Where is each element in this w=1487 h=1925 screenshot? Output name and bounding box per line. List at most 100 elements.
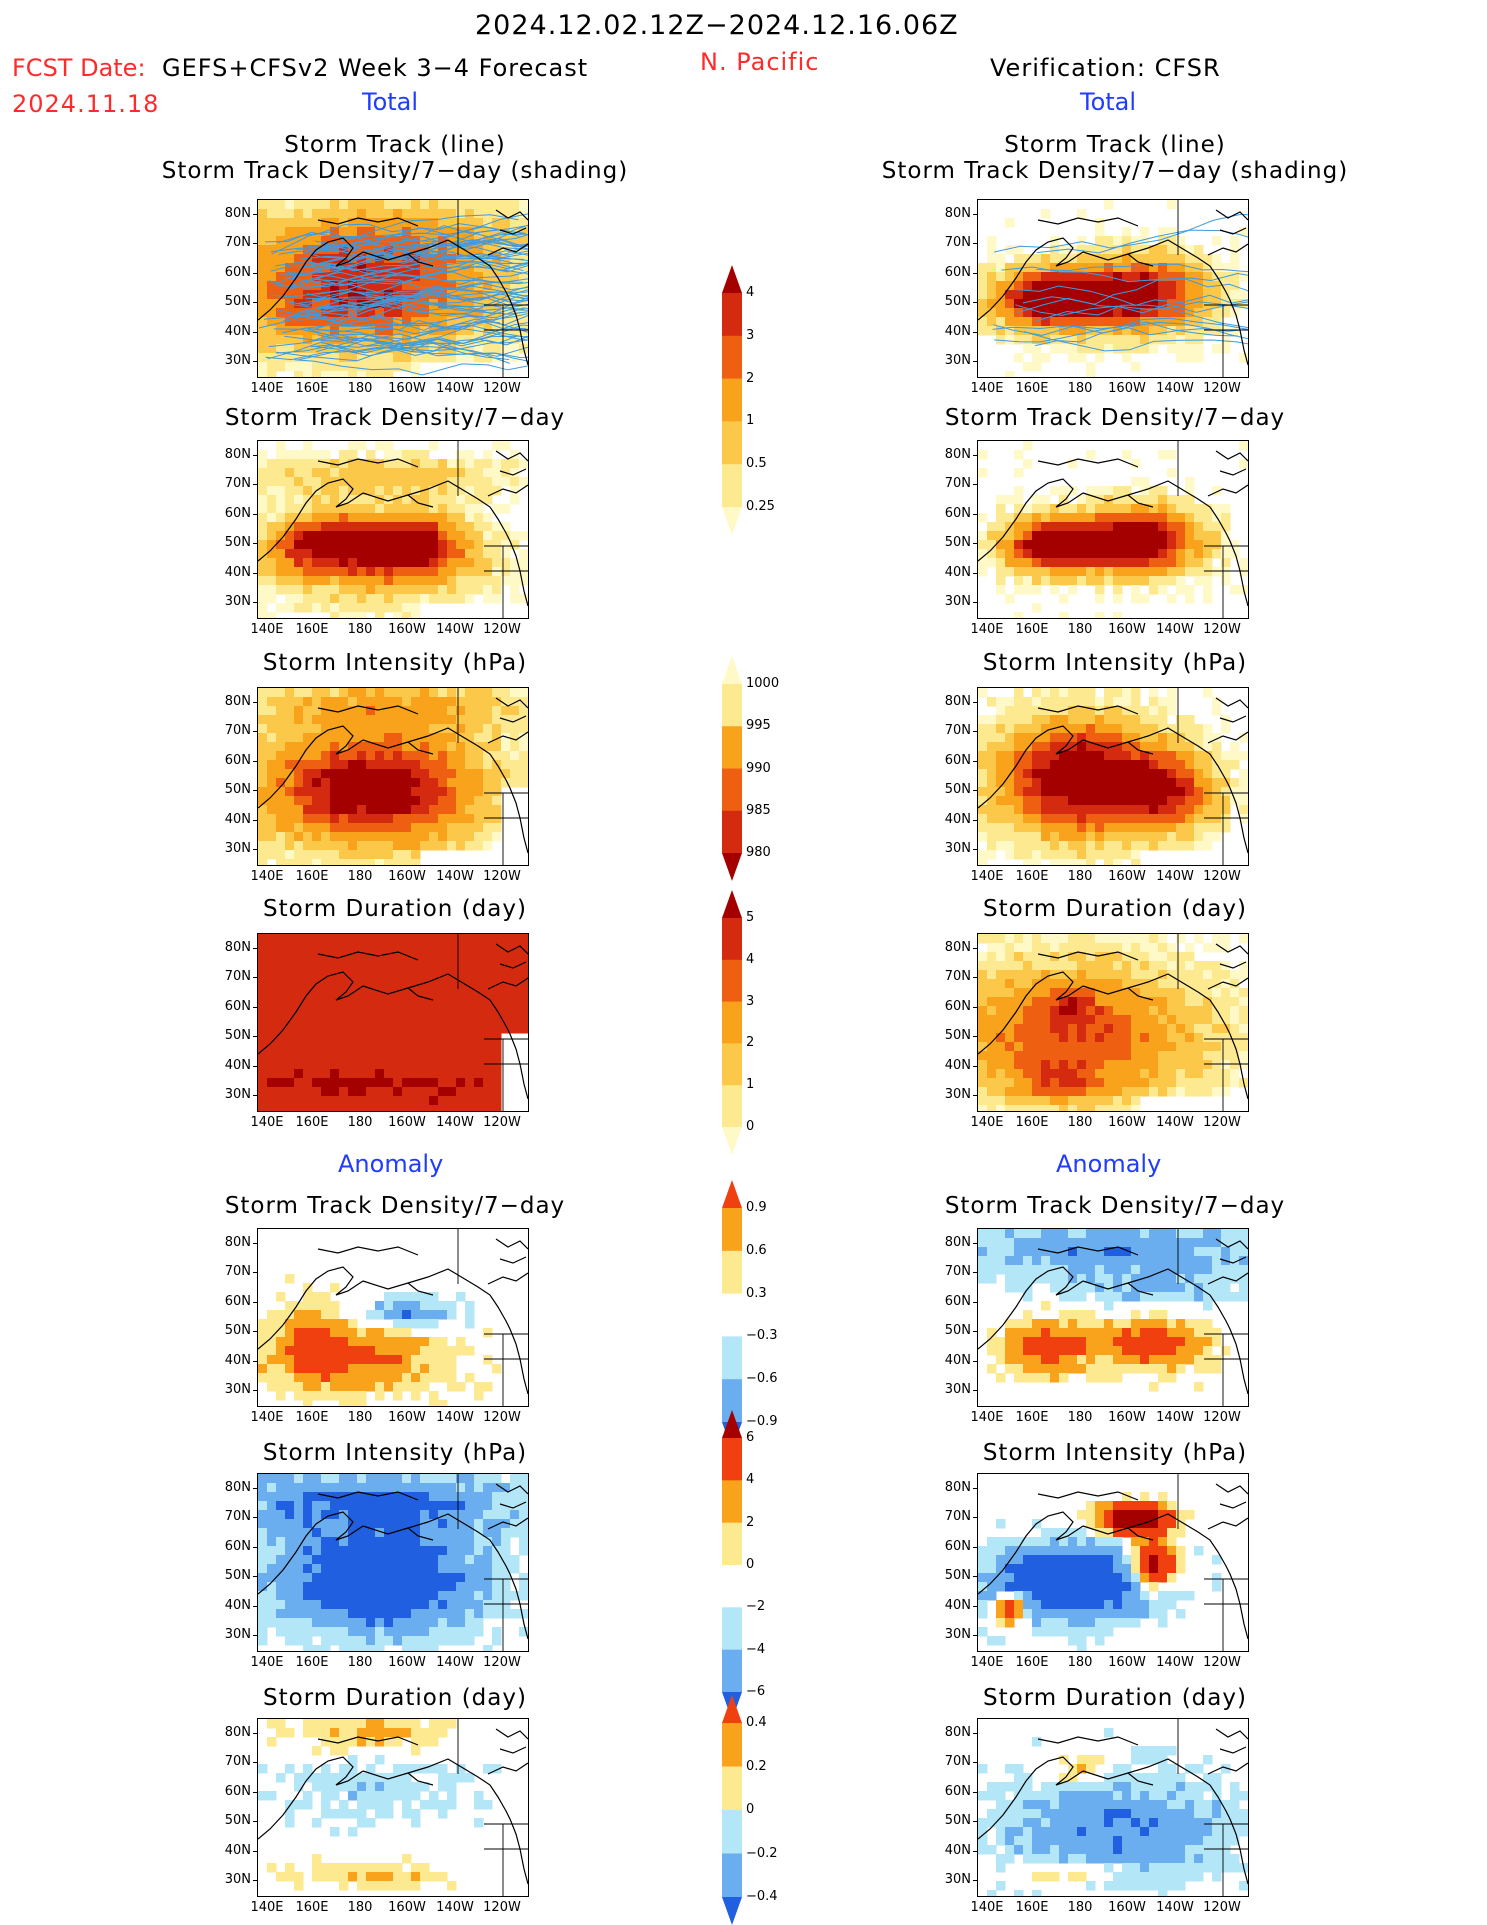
grid-cell (1194, 353, 1204, 363)
grid-cell (519, 459, 528, 469)
grid-cell (303, 1364, 313, 1374)
grid-cell (474, 823, 484, 833)
grid-cell (402, 1474, 412, 1484)
grid-cell (285, 706, 295, 716)
grid-cell (258, 290, 268, 300)
grid-cell (348, 531, 358, 541)
grid-cell (1095, 742, 1105, 752)
grid-cell (357, 997, 367, 1007)
grid-cell (1131, 742, 1141, 752)
grid-cell (1104, 1060, 1114, 1070)
grid-cell (1041, 1337, 1051, 1347)
grid-cell (1212, 1292, 1222, 1302)
grid-cell (294, 200, 304, 210)
grid-cell (1041, 317, 1051, 327)
grid-cell (1041, 1364, 1051, 1374)
grid-cell (276, 299, 286, 309)
grid-cell (1059, 1096, 1069, 1106)
grid-cell (384, 209, 394, 219)
grid-cell (501, 979, 511, 989)
grid-cell (312, 697, 322, 707)
grid-cell (330, 934, 340, 944)
grid-cell (303, 486, 313, 496)
grid-cell (510, 450, 520, 460)
grid-cell (366, 715, 376, 725)
grid-cell (366, 706, 376, 716)
grid-cell (321, 1078, 331, 1088)
grid-cell (357, 227, 367, 237)
grid-cell (1194, 308, 1204, 318)
grid-cell (1059, 724, 1069, 734)
grid-cell (312, 254, 322, 264)
grid-cell (375, 1474, 385, 1484)
grid-cell (1149, 1078, 1159, 1088)
grid-cell (1050, 814, 1060, 824)
grid-cell (321, 841, 331, 851)
grid-cell (1086, 317, 1096, 327)
grid-cell (474, 585, 484, 595)
grid-cell (1095, 1319, 1105, 1329)
lat-tick (253, 243, 257, 244)
grid-cell (1149, 805, 1159, 815)
grid-cell (1095, 549, 1105, 559)
grid-cell (1023, 335, 1033, 345)
grid-cell (1194, 1364, 1204, 1374)
grid-cell (465, 299, 475, 309)
grid-cell (321, 540, 331, 550)
grid-cell (483, 1024, 493, 1034)
grid-cell (1005, 1355, 1015, 1365)
grid-cell (393, 1328, 403, 1338)
grid-cell (1104, 540, 1114, 550)
grid-cell (1041, 952, 1051, 962)
grid-cell (1014, 823, 1024, 833)
grid-cell (1050, 549, 1060, 559)
grid-cell (1203, 299, 1213, 309)
grid-cell (510, 697, 520, 707)
grid-cell (438, 353, 448, 363)
grid-cell (1077, 841, 1087, 851)
grid-cell (492, 477, 502, 487)
grid-cell (312, 961, 322, 971)
lon-label: 140W (436, 1115, 474, 1130)
grid-cell (339, 1051, 349, 1061)
grid-cell (303, 823, 313, 833)
grid-cell (465, 1310, 475, 1320)
grid-cell (474, 1382, 484, 1392)
grid-cell (258, 450, 268, 460)
grid-cell (1095, 979, 1105, 989)
grid-cell (1131, 1033, 1141, 1043)
grid-cell (429, 522, 439, 532)
grid-cell (1122, 558, 1132, 568)
grid-cell (1176, 1256, 1186, 1266)
grid-cell (1158, 290, 1168, 300)
grid-cell (1077, 549, 1087, 559)
grid-cell (312, 778, 322, 788)
grid-cell (303, 1292, 313, 1302)
grid-cell (1086, 706, 1096, 716)
grid-cell (492, 558, 502, 568)
grid-cell (375, 317, 385, 327)
grid-cell (1158, 567, 1168, 577)
storm-track-line (305, 281, 528, 300)
grid-cell (312, 549, 322, 559)
grid-cell (303, 934, 313, 944)
grid-cell (393, 1105, 403, 1111)
grid-cell (1113, 997, 1123, 1007)
grid-cell (447, 1096, 457, 1106)
grid-cell (357, 1474, 367, 1484)
grid-cell (483, 823, 493, 833)
lon-label: 180 (1067, 381, 1093, 396)
grid-cell (375, 567, 385, 577)
grid-cell (312, 1096, 322, 1106)
grid-cell (1095, 1024, 1105, 1034)
grid-cell (429, 236, 439, 246)
grid-cell (1230, 254, 1240, 264)
grid-cell (357, 209, 367, 219)
grid-cell (1023, 970, 1033, 980)
grid-cell (1131, 787, 1141, 797)
grid-cell (438, 495, 448, 505)
grid-cell (285, 1274, 295, 1284)
grid-cell (258, 1033, 268, 1043)
grid-cell (987, 1069, 997, 1079)
grid-cell (1041, 1096, 1051, 1106)
